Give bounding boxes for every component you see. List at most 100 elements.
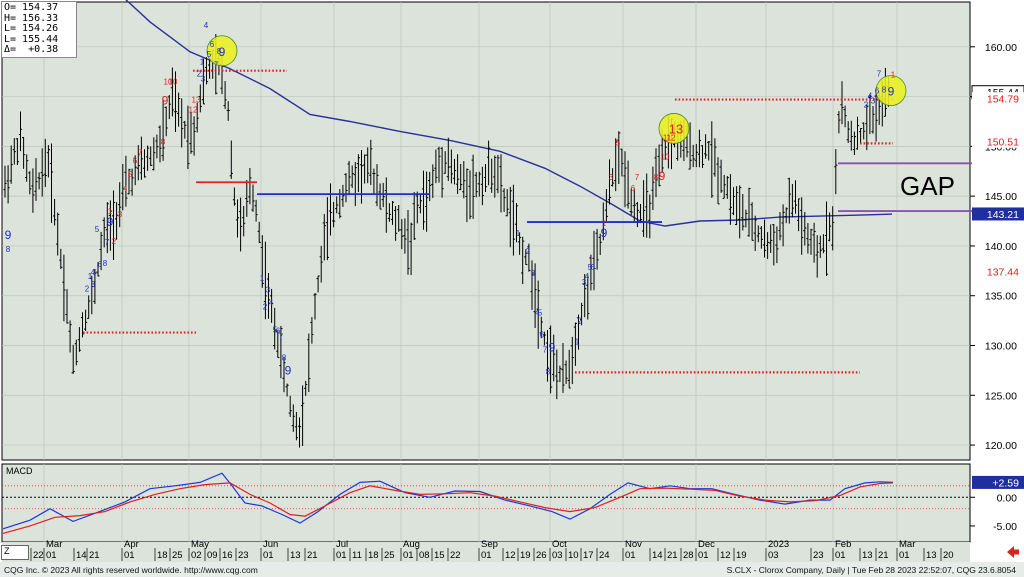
price-bar bbox=[552, 334, 556, 382]
price-tick-label: 135.00 bbox=[985, 291, 1017, 303]
price-bar bbox=[260, 235, 264, 288]
price-bar bbox=[812, 222, 816, 263]
price-bar bbox=[719, 159, 723, 193]
day-label: 19 bbox=[520, 550, 531, 561]
price-bar bbox=[12, 138, 16, 165]
price-bar bbox=[43, 138, 47, 187]
price-bar bbox=[204, 57, 209, 85]
day-label: 11 bbox=[352, 550, 362, 561]
setup-count-blue: 2 bbox=[197, 70, 202, 79]
price-bar bbox=[725, 176, 729, 199]
setup-count-red: 12 bbox=[189, 106, 198, 115]
price-bar bbox=[239, 197, 243, 252]
price-bar bbox=[691, 144, 695, 168]
price-bar bbox=[177, 92, 181, 127]
price-tag: 150.51 bbox=[972, 134, 1024, 148]
macd-lines bbox=[2, 472, 970, 534]
price-bar bbox=[496, 154, 500, 194]
price-bar bbox=[722, 174, 726, 199]
price-bar bbox=[328, 183, 333, 236]
price-bar bbox=[192, 116, 196, 156]
price-bar bbox=[421, 170, 426, 230]
price-bar bbox=[555, 349, 559, 400]
price-bar bbox=[595, 228, 599, 270]
price-bar bbox=[90, 275, 94, 315]
setup-count-blue: 8 bbox=[882, 86, 887, 95]
price-bar bbox=[483, 164, 488, 192]
day-label: 02 bbox=[191, 550, 202, 561]
price-tag-label: 143.21 bbox=[987, 209, 1019, 221]
price-bar bbox=[787, 177, 791, 224]
price-bar bbox=[809, 228, 813, 255]
price-bar bbox=[710, 121, 714, 198]
setup-count-blue: 8 bbox=[282, 353, 287, 362]
month-label: Aug bbox=[403, 539, 420, 550]
price-bar bbox=[235, 199, 240, 238]
setup-count-blue: 8 bbox=[103, 259, 108, 268]
price-bar bbox=[62, 254, 66, 322]
price-bar bbox=[468, 170, 472, 220]
macd-value-tag: +2.59 bbox=[972, 475, 1024, 489]
price-bar bbox=[449, 149, 453, 184]
price-bar bbox=[524, 249, 528, 266]
setup-count-blue: 7 bbox=[105, 238, 110, 247]
price-panel[interactable] bbox=[1, 1, 971, 461]
day-label: 03 bbox=[552, 550, 563, 561]
price-bar bbox=[443, 151, 447, 174]
x-axis-strip bbox=[2, 542, 970, 562]
price-bar bbox=[403, 218, 407, 254]
price-bar bbox=[738, 185, 742, 239]
month-label: Feb bbox=[835, 539, 851, 550]
day-label: 20 bbox=[943, 550, 954, 561]
price-bar bbox=[415, 191, 419, 224]
price-bar bbox=[573, 322, 577, 366]
price-bar bbox=[341, 184, 345, 207]
price-bar bbox=[452, 158, 457, 185]
setup-count-blue: 8 bbox=[217, 47, 222, 56]
price-bar bbox=[22, 137, 26, 169]
price-bar bbox=[781, 204, 785, 247]
setup-count-red: 2 bbox=[112, 237, 117, 246]
day-label: 03 bbox=[768, 550, 779, 561]
setup-count-blue: 7 bbox=[543, 345, 548, 354]
price-bar bbox=[245, 180, 249, 217]
price-bar bbox=[542, 331, 546, 346]
price-bar bbox=[369, 139, 373, 185]
price-tag-label: 150.51 bbox=[987, 136, 1019, 148]
price-bar bbox=[288, 395, 292, 417]
price-bar bbox=[440, 147, 444, 198]
setup-count-blue: 5 bbox=[538, 309, 543, 318]
price-bar bbox=[25, 154, 29, 182]
price-bar bbox=[505, 189, 509, 217]
price-bar bbox=[434, 149, 438, 184]
price-bar bbox=[124, 155, 128, 207]
price-bar bbox=[638, 204, 643, 224]
price-bar bbox=[9, 145, 13, 184]
setup-count-red: 3 bbox=[118, 210, 123, 219]
scroll-left-arrow-icon[interactable] bbox=[1006, 545, 1020, 559]
price-bar bbox=[508, 186, 512, 248]
price-bar bbox=[849, 120, 853, 151]
setup-count-blue: 3 bbox=[582, 278, 587, 287]
day-label: 12 bbox=[505, 550, 516, 561]
price-bar bbox=[322, 214, 326, 261]
price-tag-label: 137.44 bbox=[987, 266, 1019, 278]
price-tick-label: 125.00 bbox=[985, 390, 1017, 402]
price-bar bbox=[84, 309, 88, 331]
price-bar bbox=[344, 173, 348, 203]
setup-count-red: 5 bbox=[616, 138, 621, 147]
price-bar bbox=[53, 198, 57, 226]
setup-count-blue: 6 bbox=[591, 263, 596, 272]
price-bar bbox=[394, 206, 398, 241]
price-bar bbox=[586, 275, 590, 320]
month-label: Apr bbox=[124, 539, 139, 550]
price-bar bbox=[223, 81, 227, 109]
price-tick-label: 120.00 bbox=[985, 440, 1017, 452]
setup-count-blue: 9 bbox=[285, 363, 292, 377]
macd-panel[interactable] bbox=[1, 463, 971, 543]
price-bar bbox=[651, 166, 655, 211]
price-bar bbox=[180, 98, 184, 148]
price-bar bbox=[40, 148, 44, 197]
zoom-box[interactable]: Z bbox=[1, 545, 29, 560]
